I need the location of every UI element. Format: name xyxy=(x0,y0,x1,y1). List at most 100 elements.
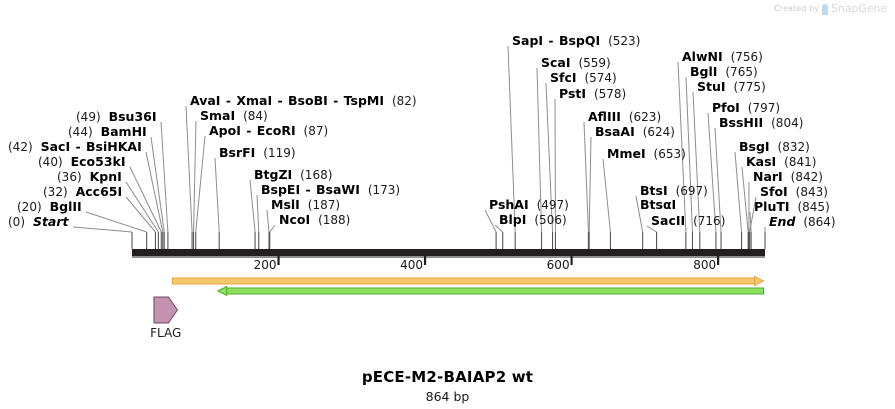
enzyme-label-bgli[interactable]: BglI (765) xyxy=(690,65,758,80)
watermark-created-label: Created by xyxy=(774,4,820,13)
enzyme-label-bspei[interactable]: BspEI - BsaWI (173) xyxy=(261,182,400,198)
enzyme-names: NcoI xyxy=(279,212,310,227)
enzyme-label-alwni[interactable]: AlwNI (756) xyxy=(682,49,763,65)
enzyme-names: BspEI - BsaWI xyxy=(261,182,360,197)
enzyme-label-psti[interactable]: PstI (578) xyxy=(559,87,627,102)
enzyme-label-bsshii[interactable]: BssHII (804) xyxy=(719,115,803,131)
enzyme-position: (578) xyxy=(593,87,627,101)
enzyme-position: (842) xyxy=(790,170,823,184)
enzyme-label-bglii[interactable]: (20) BglII xyxy=(17,199,82,215)
enzyme-names: ScaI xyxy=(541,55,571,70)
enzyme-label-stui[interactable]: StuI (775) xyxy=(697,79,766,95)
enzyme-names: BglII xyxy=(50,199,82,214)
plasmid-size: 864 bp xyxy=(425,389,470,404)
title-block: pECE-M2-BAIAP2 wt 864 bp xyxy=(0,368,895,404)
enzyme-names: PfoI xyxy=(712,100,740,115)
label-gap xyxy=(788,184,796,199)
enzyme-name: ApoI xyxy=(209,123,241,138)
label-gap xyxy=(763,115,771,130)
backbone-group xyxy=(132,249,765,256)
snapgene-watermark: Created by SnapGene xyxy=(774,2,887,15)
enzyme-label-kasi[interactable]: KasI (841) xyxy=(746,154,816,170)
enzyme-label-ncoi[interactable]: NcoI (188) xyxy=(279,212,350,228)
ruler-label-200: 200 xyxy=(253,258,277,272)
ruler-label-400: 400 xyxy=(400,258,424,272)
enzyme-name: PshAI xyxy=(489,197,529,212)
label-gap xyxy=(740,100,748,115)
label-gap xyxy=(384,93,392,108)
enzyme-name: PfoI xyxy=(712,100,740,115)
enzyme-position: (506) xyxy=(534,213,567,227)
enzyme-label-pfoi[interactable]: PfoI (797) xyxy=(712,100,780,116)
enzyme-label-start[interactable]: (0) Start xyxy=(8,215,69,230)
enzyme-label-sapi[interactable]: SapI - BspQI (523) xyxy=(512,33,640,49)
enzyme-label-eco53ki[interactable]: (40) Eco53kI xyxy=(38,154,126,170)
enzyme-name: BtsαI xyxy=(640,197,677,212)
enzyme-position: (756) xyxy=(730,50,763,64)
enzyme-label-end[interactable]: End (864) xyxy=(769,215,836,230)
enzyme-names: StuI xyxy=(697,79,726,94)
enzyme-position: (574) xyxy=(584,71,617,85)
ruler-group xyxy=(132,256,765,265)
arrow-shaft xyxy=(171,277,756,285)
enzyme-names: NarI xyxy=(753,169,783,184)
enzyme-label-apoi[interactable]: ApoI - EcoRI (87) xyxy=(209,123,329,139)
enzyme-position: (765) xyxy=(725,65,758,79)
enzyme-name: AflIII xyxy=(588,109,621,124)
feature-arrow-flag[interactable] xyxy=(153,296,179,324)
enzyme-label-sfoi[interactable]: SfoI (843) xyxy=(760,184,828,200)
enzyme-name: MmeI xyxy=(607,146,646,161)
enzyme-name: NarI xyxy=(753,169,783,184)
enzyme-label-sfci[interactable]: SfcI (574) xyxy=(550,71,617,86)
enzyme-names: BtsαI xyxy=(640,197,676,212)
enzyme-name: Bsu36I xyxy=(108,109,157,124)
enzyme-label-afliii[interactable]: AflIII (623) xyxy=(588,109,661,125)
enzyme-label-pshai[interactable]: PshAI (497) xyxy=(489,197,569,213)
enzyme-label-bsaai[interactable]: BsaAI (624) xyxy=(595,124,675,140)
enzyme-label-btsai[interactable]: BtsαI xyxy=(640,198,676,212)
enzyme-names: BtsI xyxy=(640,183,668,198)
enzyme-names: SmaI xyxy=(200,108,235,123)
enzyme-name-separator: - xyxy=(71,139,85,154)
green-reverse-arrow xyxy=(216,285,765,297)
enzyme-label-acc65i[interactable]: (32) Acc65I xyxy=(43,184,122,200)
enzyme-name: SfoI xyxy=(760,184,788,199)
enzyme-label-bsgi[interactable]: BsgI (832) xyxy=(739,140,810,155)
enzyme-label-nari[interactable]: NarI (842) xyxy=(753,169,823,185)
enzyme-name: BspQI xyxy=(558,33,601,48)
enzyme-label-btsi[interactable]: BtsI (697) xyxy=(640,183,708,199)
enzyme-names: Eco53kI xyxy=(71,154,126,169)
arrow-shaft xyxy=(226,287,765,295)
label-gap xyxy=(68,184,76,199)
enzyme-label-btgzi[interactable]: BtgZI (168) xyxy=(254,168,332,183)
enzyme-label-smai[interactable]: SmaI (84) xyxy=(200,108,268,124)
enzyme-label-saci[interactable]: (42) SacI - BsiHKAI xyxy=(8,139,142,155)
enzyme-label-kpni[interactable]: (36) KpnI xyxy=(57,170,122,185)
label-gap xyxy=(360,182,368,197)
feature-label-flag: FLAG xyxy=(150,326,182,340)
enzyme-position: (87) xyxy=(303,124,329,138)
enzyme-name: Eco53kI xyxy=(70,154,126,169)
enzyme-position: (40) xyxy=(38,155,63,169)
watermark-brand: SnapGene xyxy=(831,2,887,15)
enzyme-label-avai[interactable]: AvaI - XmaI - BsoBI - TspMI (82) xyxy=(190,93,417,109)
backbone-bar xyxy=(132,249,765,256)
enzyme-label-blpi[interactable]: BlpI (506) xyxy=(499,213,567,228)
enzyme-names: AvaI - XmaI - BsoBI - TspMI xyxy=(190,93,384,108)
enzyme-position: (42) xyxy=(8,140,33,154)
enzyme-position: (44) xyxy=(68,125,93,139)
enzyme-name-separator: - xyxy=(221,93,236,108)
enzyme-name: AlwNI xyxy=(682,49,723,64)
enzyme-label-pluti[interactable]: PluTI (845) xyxy=(754,200,830,215)
enzyme-label-bsu36i[interactable]: (49) Bsu36I xyxy=(76,109,157,125)
enzyme-label-scai[interactable]: ScaI (559) xyxy=(541,55,611,71)
enzyme-label-mmei[interactable]: MmeI (653) xyxy=(607,146,686,162)
enzyme-label-bamhi[interactable]: (44) BamHI xyxy=(68,125,147,140)
enzyme-label-msli[interactable]: MslI (187) xyxy=(271,198,340,213)
enzyme-name: SacII xyxy=(651,213,686,228)
enzyme-name: KasI xyxy=(746,154,777,169)
label-gap xyxy=(635,124,643,139)
enzyme-label-sacii[interactable]: SacII (716) xyxy=(651,213,725,229)
label-gap xyxy=(776,154,784,169)
enzyme-label-bsrfi[interactable]: BsrFI (119) xyxy=(219,146,296,161)
